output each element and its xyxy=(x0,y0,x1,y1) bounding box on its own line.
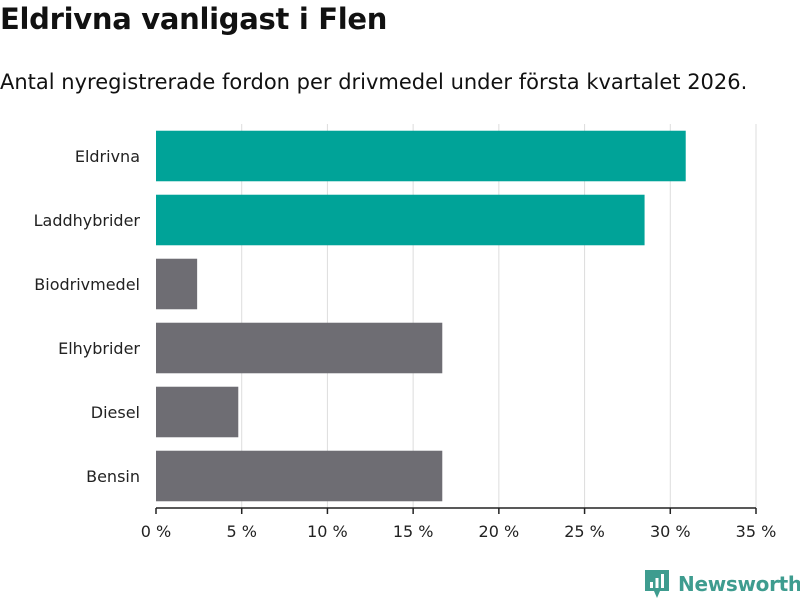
category-label: Bensin xyxy=(86,467,140,486)
bar xyxy=(156,450,443,502)
category-label: Biodrivmedel xyxy=(34,275,140,294)
bar xyxy=(156,194,645,246)
newsworthy-logo-icon xyxy=(645,570,669,598)
x-tick-label: 35 % xyxy=(736,522,777,541)
newsworthy-logo-text: Newsworthy xyxy=(678,572,800,596)
x-tick-label: 15 % xyxy=(393,522,434,541)
bar xyxy=(156,258,198,310)
category-label: Elhybrider xyxy=(58,339,140,358)
chart-title: Eldrivna vanligast i Flen xyxy=(0,2,388,36)
category-label: Diesel xyxy=(91,403,140,422)
x-tick-label: 5 % xyxy=(226,522,256,541)
x-tick-label: 20 % xyxy=(479,522,520,541)
x-tick-label: 10 % xyxy=(307,522,348,541)
x-tick-label: 25 % xyxy=(564,522,605,541)
x-tick-label: 30 % xyxy=(650,522,691,541)
bar xyxy=(156,386,239,438)
chart-subtitle: Antal nyregistrerade fordon per drivmede… xyxy=(0,70,748,94)
category-label: Eldrivna xyxy=(75,147,140,166)
bar xyxy=(156,322,443,374)
bar xyxy=(156,130,686,182)
category-label: Laddhybrider xyxy=(34,211,141,230)
newsworthy-logo: Newsworthy xyxy=(644,569,800,599)
x-tick-label: 0 % xyxy=(141,522,171,541)
